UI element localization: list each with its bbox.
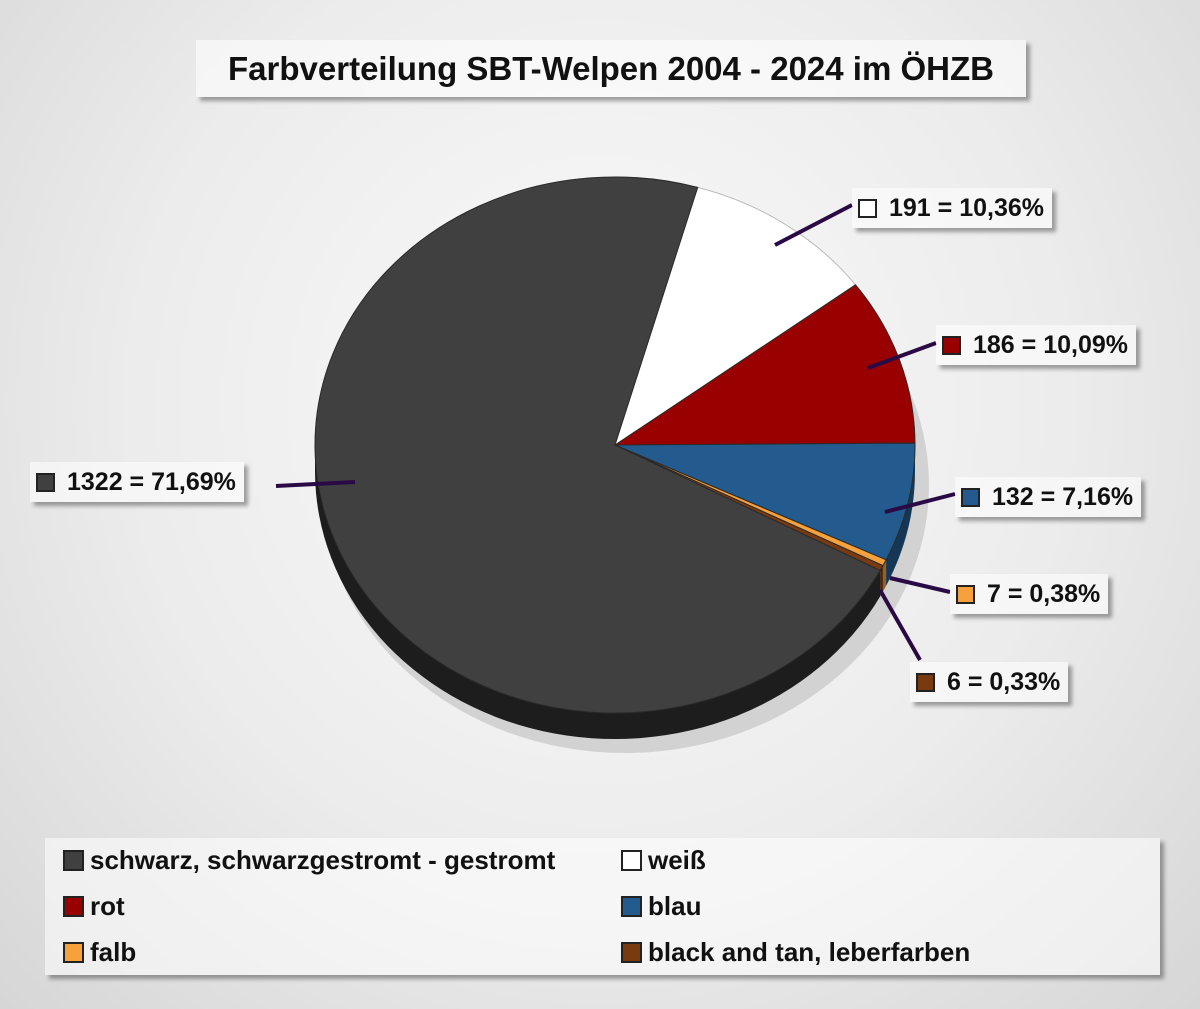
pie-slice-2: [613, 284, 916, 446]
slice-side-5: [880, 565, 883, 597]
data-label-5: 6 = 0,33%: [910, 662, 1069, 702]
leader-line-0: [275, 480, 356, 488]
swatch-5: [916, 672, 935, 692]
slice-side-3: [886, 445, 916, 586]
legend: schwarz, schwarzgestromt - gestromt weiß…: [45, 838, 1160, 975]
legend-item-5: black and tan, leberfarben: [621, 932, 970, 972]
data-label-text: 7 = 0,38%: [987, 580, 1101, 608]
data-label-text: 191 = 10,36%: [889, 194, 1044, 222]
data-label-text: 6 = 0,33%: [947, 668, 1061, 696]
legend-item-2: rot: [63, 886, 125, 926]
leader-line-4: [889, 576, 951, 594]
legend-swatch-0: [63, 849, 84, 871]
legend-label: weiß: [648, 844, 706, 875]
chart-title: Farbverteilung SBT-Welpen 2004 - 2024 im…: [196, 40, 1026, 97]
legend-swatch-2: [63, 895, 84, 917]
swatch-2: [942, 335, 961, 355]
pie-slice-1: [614, 186, 857, 447]
leader-line-1: [774, 203, 853, 247]
data-label-text: 1322 = 71,69%: [67, 468, 236, 496]
legend-label: falb: [90, 936, 137, 967]
leader-line-3: [884, 492, 956, 514]
legend-label: schwarz, schwarzgestromt - gestromt: [90, 844, 556, 875]
pie-slice-3: [614, 442, 916, 561]
legend-item-0: schwarz, schwarzgestromt - gestromt: [63, 840, 555, 880]
legend-item-4: falb: [63, 932, 136, 972]
legend-swatch-3: [621, 895, 642, 917]
swatch-4: [956, 584, 975, 604]
legend-swatch-4: [63, 941, 84, 963]
data-label-2: 186 = 10,09%: [936, 325, 1136, 365]
legend-swatch-5: [621, 941, 642, 963]
data-label-3: 132 = 7,16%: [955, 477, 1142, 517]
data-label-text: 132 = 7,16%: [992, 483, 1134, 511]
leader-line-2: [867, 341, 937, 370]
data-label-1: 191 = 10,36%: [852, 188, 1052, 228]
legend-label: rot: [90, 890, 125, 921]
swatch-0: [36, 472, 55, 492]
data-label-text: 186 = 10,09%: [973, 331, 1128, 359]
swatch-1: [858, 198, 877, 218]
data-label-4: 7 = 0,38%: [950, 574, 1109, 614]
data-label-0: 1322 = 71,69%: [30, 462, 244, 502]
legend-label: blau: [648, 890, 702, 921]
legend-label: black and tan, leberfarben: [648, 936, 971, 967]
slice-side-4: [882, 559, 887, 592]
legend-item-3: blau: [621, 886, 701, 926]
legend-swatch-1: [621, 849, 642, 871]
legend-item-1: weiß: [621, 840, 706, 880]
swatch-3: [961, 487, 980, 507]
leader-line-5: [878, 589, 922, 661]
pie-slice-0: [314, 176, 881, 714]
